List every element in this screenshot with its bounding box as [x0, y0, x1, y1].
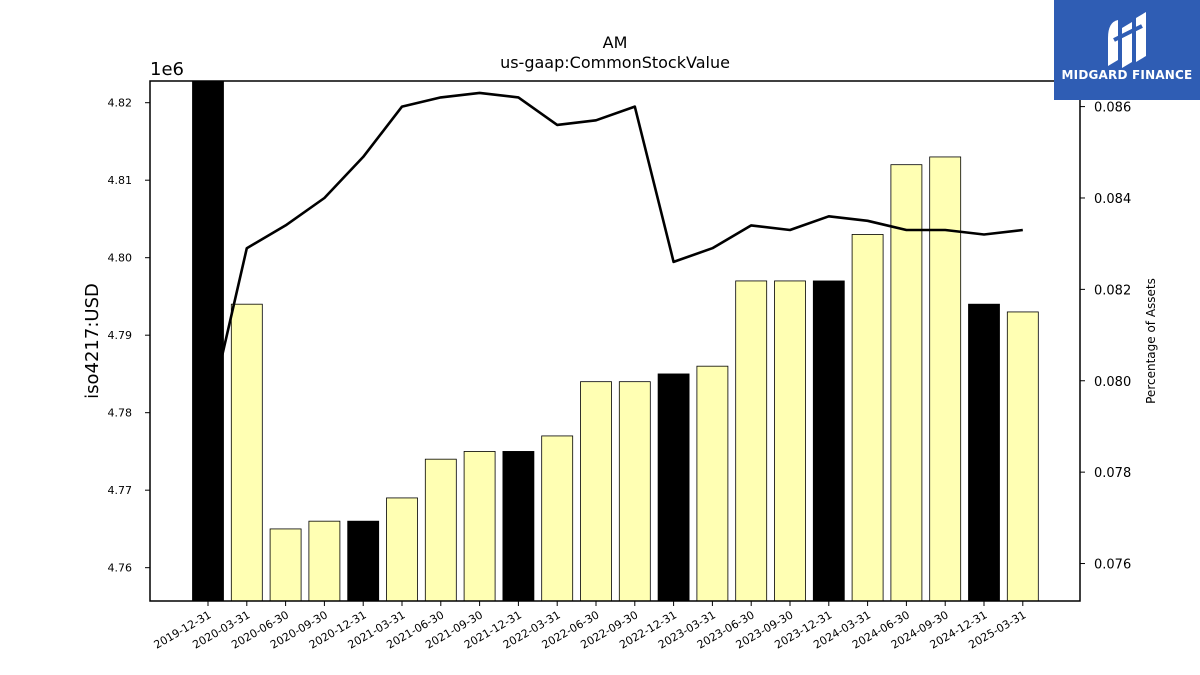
bar-2020-09-30	[308, 520, 341, 602]
y2-tick-label: 0.076	[1094, 558, 1131, 573]
y-ticks: 4.76 4.77 4.78 4.79 4.80 4.81 4.82	[108, 97, 150, 575]
chart-subtitle: us-gaap:CommonStockValue	[500, 53, 730, 72]
y-tick-label: 4.81	[108, 174, 133, 187]
y-tick-label: 4.78	[108, 407, 133, 420]
y-tick-label: 4.76	[108, 562, 133, 575]
y-tick-label: 4.77	[108, 484, 133, 497]
bar-2024-12-31	[968, 303, 1000, 602]
bar-2020-12-31	[347, 520, 380, 602]
bar-2025-03-31	[1006, 311, 1039, 602]
y2-tick-label: 0.082	[1094, 283, 1131, 298]
bar-2021-12-31	[502, 451, 535, 602]
bar-2023-09-30	[774, 280, 806, 602]
y2-tick-label: 0.086	[1094, 101, 1131, 116]
y2-tick-label: 0.080	[1094, 375, 1131, 390]
chart-title: AM	[603, 33, 628, 52]
y-tick-label: 4.79	[108, 329, 133, 342]
bar-2024-03-31	[851, 234, 884, 602]
bar-2024-06-30	[890, 164, 923, 602]
bar-2021-09-30	[463, 451, 496, 602]
bar-2019-12-31	[192, 80, 224, 602]
bar-2021-03-31	[386, 497, 418, 602]
y2-tick-label: 0.078	[1094, 466, 1131, 481]
plot-frame	[149, 80, 1081, 602]
y-axis-label: iso4217:USD	[82, 283, 103, 399]
x-ticks: 2019-12-312020-03-312020-06-302020-09-30…	[152, 601, 1028, 652]
logo-text: MIDGARD FINANCE	[1061, 68, 1193, 82]
y2-ticks: 0.076 0.078 0.080 0.082 0.084 0.086	[1080, 101, 1131, 573]
bar-2023-12-31	[812, 280, 845, 602]
bar-2020-03-31	[230, 303, 263, 602]
bars	[192, 80, 1039, 602]
bar-2021-06-30	[424, 458, 457, 602]
y-tick-label: 4.80	[108, 252, 133, 265]
y-offset-label: 1e6	[150, 59, 184, 80]
y2-tick-label: 0.084	[1094, 192, 1131, 207]
bar-2022-06-30	[580, 381, 612, 602]
bar-2023-03-31	[696, 365, 729, 602]
bar-2022-12-31	[657, 373, 690, 602]
midgard-logo-icon	[1108, 12, 1146, 68]
bar-2022-03-31	[541, 435, 574, 602]
line-layer	[206, 91, 1023, 418]
percentage-line	[206, 91, 1023, 418]
brand-logo: MIDGARD FINANCE	[1054, 0, 1200, 100]
bar-2020-06-30	[269, 528, 302, 602]
bar-2024-09-30	[929, 156, 962, 602]
y-tick-label: 4.82	[108, 97, 133, 110]
bar-2023-06-30	[735, 280, 768, 602]
y2-axis-label: Percentage of Assets	[1144, 278, 1158, 404]
bar-2022-09-30	[618, 381, 651, 602]
